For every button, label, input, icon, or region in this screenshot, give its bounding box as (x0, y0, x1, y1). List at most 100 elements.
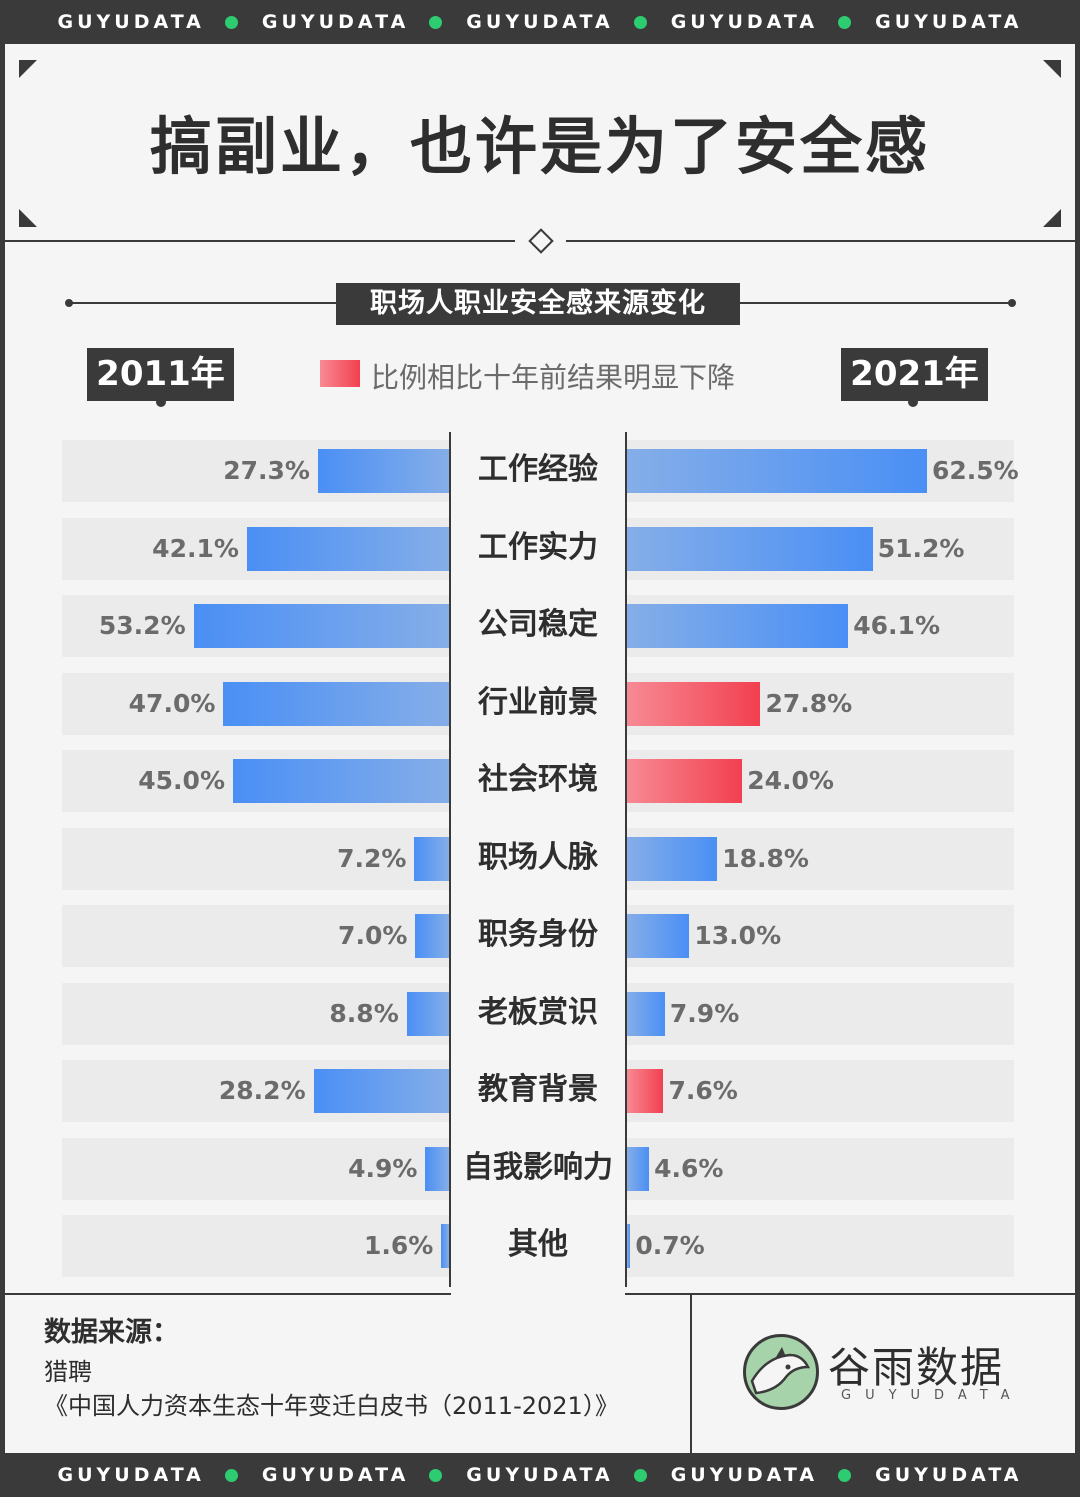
strip-word: GUYUDATA (261, 1464, 410, 1486)
category-column-bg (451, 434, 625, 1295)
corner-mark (1043, 209, 1061, 227)
value-label-2011: 47.0% (128, 688, 216, 718)
value-label-2021: 7.6% (668, 1076, 738, 1105)
corner-mark (19, 60, 37, 78)
value-label-2011: 7.2% (337, 843, 407, 873)
strip-dot (224, 15, 238, 29)
footer-vdivider (690, 1294, 692, 1453)
strip-dot (429, 15, 443, 29)
year-badge-dot (156, 397, 166, 407)
bar-2011 (425, 1146, 449, 1191)
value-label-2011: 1.6% (363, 1231, 434, 1260)
strip-word: GUYUDATA (57, 1464, 205, 1486)
strip-word: GUYUDATA (466, 1464, 614, 1486)
source-heading: 数据来源： (44, 1317, 179, 1348)
category-label: 社会环境 (478, 762, 598, 797)
value-label-2021: 27.8% (765, 688, 853, 718)
logo-subtitle: GUYUDATA (841, 1388, 1024, 1403)
logo-icon (743, 1334, 819, 1410)
strip-dot (633, 1468, 647, 1482)
source-line: 猎聘 (44, 1358, 92, 1386)
value-label-2021: 4.6% (654, 1153, 724, 1183)
axis-line-left (449, 432, 451, 1287)
bottom-strip: GUYUDATA GUYUDATA GUYUDATA GUYUDATA GUYUDATA (0, 1453, 1080, 1497)
strip-word: GUYUDATA (261, 11, 410, 33)
value-label-2011: 53.2% (98, 611, 186, 640)
bar-2011 (223, 681, 449, 726)
bar-2021 (627, 991, 665, 1036)
corner-mark (19, 209, 37, 227)
category-label: 教育背景 (478, 1072, 598, 1107)
value-label-2011: 42.1% (152, 533, 239, 563)
bar-2021 (627, 1224, 631, 1268)
bar-2011 (317, 449, 449, 493)
corner-mark (1043, 60, 1061, 78)
category-label: 工作经验 (478, 452, 598, 487)
value-label-2021: 62.5% (932, 456, 1019, 485)
category-label: 自我影响力 (463, 1149, 613, 1185)
value-label-2011: 4.9% (348, 1153, 418, 1183)
page-title: 搞副业，也许是为了安全感 (149, 110, 930, 183)
strip-word: GUYUDATA (875, 1464, 1023, 1486)
strip-dot (838, 1468, 852, 1482)
strip-dot (429, 1468, 443, 1482)
value-label-2011: 27.3% (223, 456, 310, 485)
strip-word: GUYUDATA (670, 1464, 819, 1486)
value-label-2021: 18.8% (722, 843, 809, 873)
bar-2021 (627, 1146, 650, 1191)
value-label-2021: 46.1% (853, 611, 940, 640)
strip-dot (838, 15, 852, 29)
line-end-dot (1008, 299, 1016, 307)
bar-2011 (313, 1069, 449, 1113)
divider-right (566, 240, 1075, 242)
bar-2011 (233, 759, 449, 803)
bar-2021 (627, 836, 718, 881)
category-label: 职场人脉 (478, 839, 598, 875)
category-label: 职务身份 (478, 917, 598, 952)
divider-left (5, 240, 515, 242)
bar-2011 (246, 526, 449, 571)
strip-word: GUYUDATA (466, 11, 614, 33)
diamond-icon (528, 228, 554, 254)
bar-2021 (627, 1069, 664, 1113)
infographic-card: 搞副业，也许是为了安全感 职场人职业安全感来源变化 2011年 2021年 比例… (5, 44, 1075, 1453)
subtitle-line-left (69, 302, 337, 304)
top-strip: GUYUDATA GUYUDATA GUYUDATA GUYUDATA GUYUDATA (0, 0, 1080, 44)
chart-subtitle: 职场人职业安全感来源变化 (336, 283, 740, 325)
bar-2021 (627, 759, 743, 803)
year-badge-right: 2021年 (841, 348, 988, 401)
category-label: 公司稳定 (478, 607, 598, 642)
subtitle-line-right (739, 302, 1012, 304)
strip-word: GUYUDATA (670, 11, 819, 33)
bar-2021 (627, 914, 690, 958)
category-label: 行业前景 (478, 684, 598, 720)
bar-2011 (441, 1224, 449, 1268)
legend-label: 比例相比十年前结果明显下降 (371, 361, 736, 394)
bar-2021 (627, 681, 761, 726)
value-label-2011: 8.8% (329, 998, 399, 1028)
bar-2021 (627, 449, 927, 493)
value-label-2021: 0.7% (635, 1231, 705, 1260)
source-line: 《中国人力资本生态十年变迁白皮书（2011-2021）》 (44, 1392, 619, 1420)
year-badge-dot (908, 397, 918, 407)
strip-dot (633, 15, 647, 29)
axis-line-right (625, 432, 627, 1287)
value-label-2021: 7.9% (669, 998, 740, 1028)
value-label-2011: 7.0% (338, 921, 408, 950)
bar-2011 (193, 604, 449, 648)
value-label-2011: 28.2% (218, 1076, 306, 1105)
logo-name: 谷雨数据 (828, 1343, 1005, 1392)
strip-word: GUYUDATA (57, 11, 205, 33)
category-label: 工作实力 (478, 529, 598, 565)
value-label-2021: 51.2% (877, 533, 965, 563)
category-label: 老板赏识 (478, 994, 598, 1030)
bar-2011 (415, 914, 449, 958)
strip-dot (224, 1468, 238, 1482)
strip-word: GUYUDATA (875, 11, 1023, 33)
year-badge-left: 2011年 (87, 348, 234, 401)
bar-2021 (627, 604, 849, 648)
legend-swatch (320, 360, 360, 387)
value-label-2021: 24.0% (747, 766, 834, 795)
bar-2011 (414, 836, 449, 881)
bar-2011 (406, 991, 449, 1036)
